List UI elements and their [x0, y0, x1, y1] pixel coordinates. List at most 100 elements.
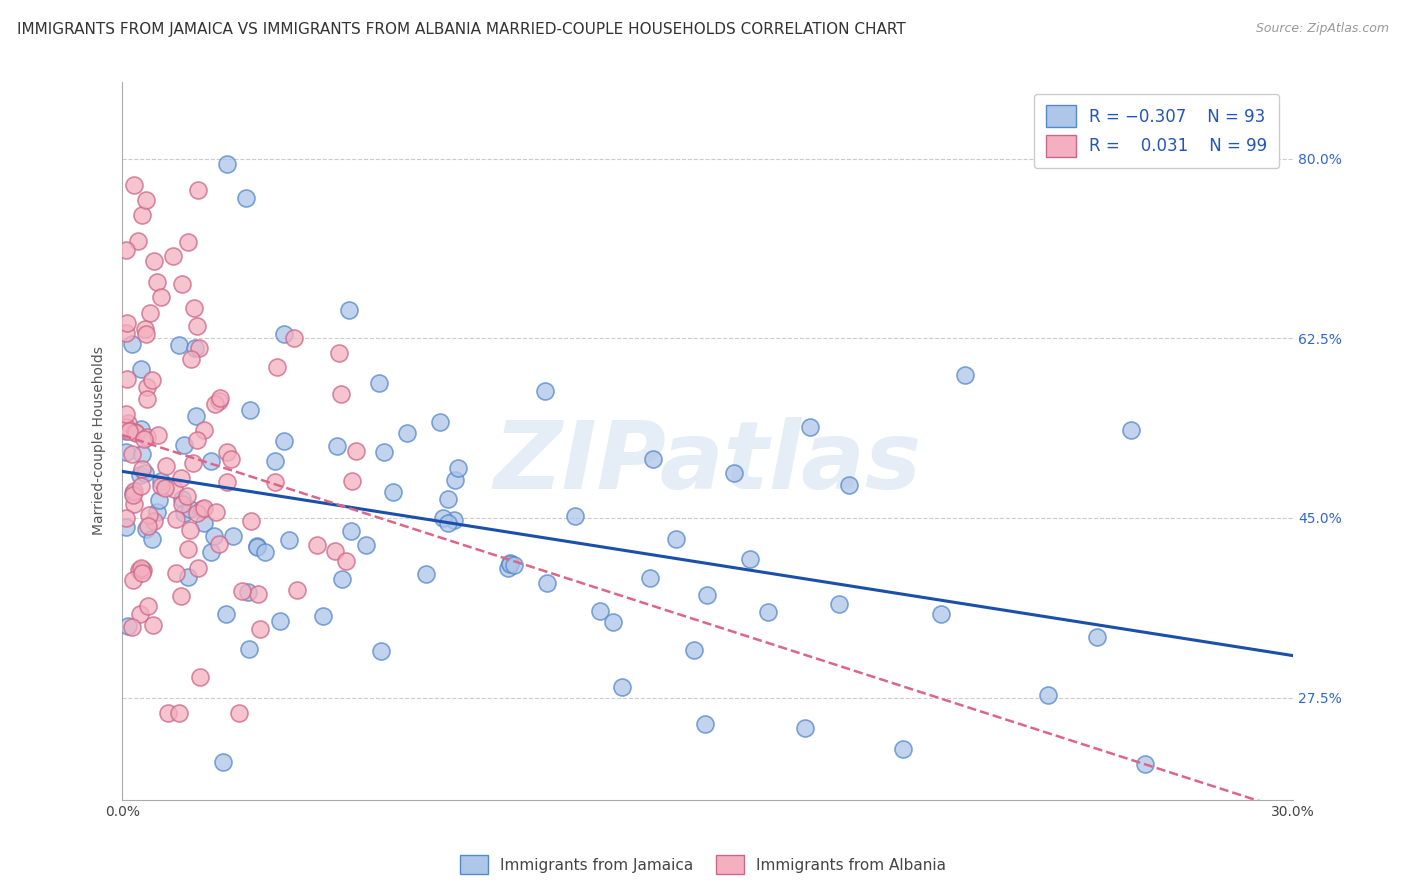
Point — [129, 479, 152, 493]
Point — [136, 518, 159, 533]
Point — [273, 434, 295, 449]
Point — [136, 380, 159, 394]
Point — [638, 571, 661, 585]
Point — [134, 466, 156, 480]
Point — [170, 471, 193, 485]
Point — [307, 538, 329, 552]
Point — [129, 560, 152, 574]
Point — [183, 301, 205, 316]
Point — [496, 561, 519, 575]
Point — [124, 483, 146, 498]
Point — [149, 474, 172, 488]
Point — [136, 599, 159, 614]
Point — [131, 566, 153, 580]
Point — [131, 362, 153, 376]
Point — [953, 368, 976, 383]
Point — [129, 467, 152, 482]
Point — [339, 524, 361, 539]
Point — [177, 570, 200, 584]
Point — [162, 249, 184, 263]
Point — [828, 597, 851, 611]
Point — [266, 360, 288, 375]
Point — [204, 397, 226, 411]
Point — [132, 562, 155, 576]
Point — [283, 331, 305, 345]
Point — [396, 426, 419, 441]
Point — [356, 538, 378, 552]
Point — [135, 193, 157, 207]
Point — [129, 422, 152, 436]
Point — [172, 277, 194, 291]
Point — [177, 235, 200, 250]
Point — [136, 429, 159, 443]
Point — [382, 484, 405, 499]
Point — [254, 545, 277, 559]
Point — [929, 607, 952, 621]
Point — [799, 420, 821, 434]
Point — [115, 326, 138, 340]
Point — [246, 587, 269, 601]
Point — [370, 644, 392, 658]
Point — [269, 615, 291, 629]
Point — [188, 670, 211, 684]
Point — [180, 351, 202, 366]
Point — [177, 541, 200, 556]
Point — [115, 425, 138, 439]
Point — [146, 275, 169, 289]
Point — [150, 290, 173, 304]
Point — [838, 477, 860, 491]
Point — [172, 497, 194, 511]
Point — [179, 502, 201, 516]
Point — [235, 191, 257, 205]
Point — [208, 391, 231, 405]
Point — [122, 178, 145, 192]
Point — [163, 483, 186, 497]
Point — [373, 445, 395, 459]
Point — [132, 432, 155, 446]
Point — [117, 619, 139, 633]
Point — [176, 489, 198, 503]
Point — [437, 516, 460, 530]
Point — [344, 444, 367, 458]
Point — [215, 157, 238, 171]
Point — [187, 183, 209, 197]
Point — [181, 456, 204, 470]
Point — [432, 511, 454, 525]
Point — [121, 573, 143, 587]
Point — [141, 532, 163, 546]
Point — [239, 402, 262, 417]
Point — [121, 448, 143, 462]
Point — [231, 584, 253, 599]
Point — [135, 326, 157, 341]
Point — [172, 492, 194, 507]
Point — [723, 466, 745, 480]
Point — [499, 557, 522, 571]
Point — [215, 475, 238, 489]
Point — [165, 512, 187, 526]
Point — [610, 680, 633, 694]
Point — [221, 529, 243, 543]
Legend: R = −0.307    N = 93, R =    0.031    N = 99: R = −0.307 N = 93, R = 0.031 N = 99 — [1033, 94, 1279, 169]
Point — [117, 372, 139, 386]
Point — [141, 374, 163, 388]
Point — [184, 341, 207, 355]
Point — [115, 419, 138, 434]
Point — [228, 706, 250, 720]
Point — [263, 475, 285, 490]
Point — [131, 208, 153, 222]
Point — [146, 427, 169, 442]
Point — [415, 567, 437, 582]
Point — [135, 522, 157, 536]
Point — [246, 539, 269, 553]
Point — [340, 474, 363, 488]
Point — [443, 513, 465, 527]
Point — [169, 589, 191, 603]
Point — [186, 318, 208, 333]
Point — [173, 438, 195, 452]
Point — [536, 576, 558, 591]
Point — [193, 423, 215, 437]
Point — [246, 541, 269, 555]
Point — [368, 376, 391, 391]
Point — [138, 508, 160, 522]
Point — [193, 516, 215, 531]
